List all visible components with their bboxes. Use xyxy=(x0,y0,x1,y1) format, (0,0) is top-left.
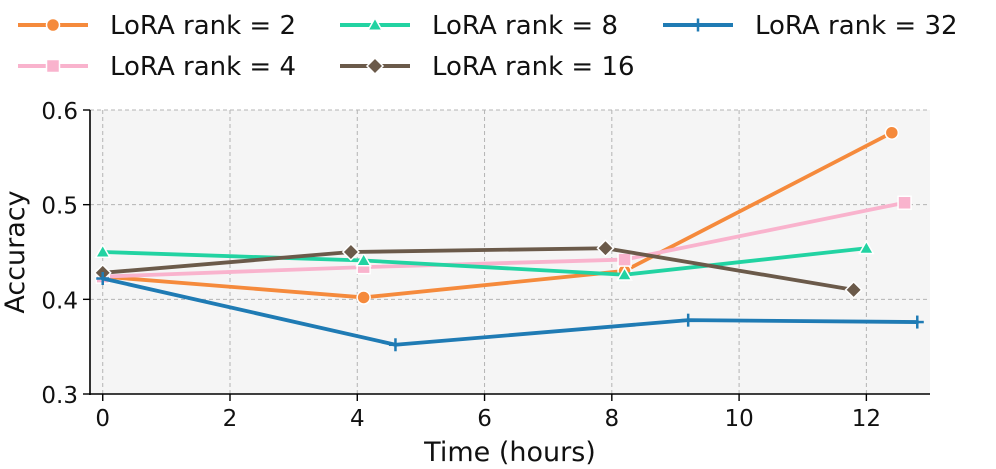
series-line xyxy=(100,130,894,300)
series-3 xyxy=(93,239,863,299)
legend-label: LoRA rank = 8 xyxy=(432,11,618,41)
triangle-marker xyxy=(355,252,372,267)
x-tick-label: 8 xyxy=(604,406,619,432)
plus-marker xyxy=(388,338,402,352)
x-tick-label: 12 xyxy=(852,406,881,432)
series-line xyxy=(100,246,869,277)
plus-marker xyxy=(681,313,695,327)
legend-label: LoRA rank = 2 xyxy=(110,11,296,41)
square-marker xyxy=(45,58,61,74)
x-tick-label: 2 xyxy=(223,406,238,432)
circle-marker xyxy=(884,125,900,140)
series-line xyxy=(100,200,907,279)
legend-entry: LoRA rank = 32 xyxy=(663,11,958,41)
y-tick-label: 0.4 xyxy=(41,288,78,314)
x-tick-label: 10 xyxy=(724,406,753,432)
circle-marker xyxy=(356,290,371,305)
square-marker xyxy=(617,252,632,267)
y-tick-label: 0.5 xyxy=(41,194,78,220)
x-tick-label: 4 xyxy=(350,406,365,432)
series-2 xyxy=(94,239,875,281)
y-axis-label: Accuracy xyxy=(0,190,31,313)
legend: LoRA rank = 2 LoRA rank = 4 LoRA rank = 8 L… xyxy=(18,11,958,82)
legend-entry: LoRA rank = 8 xyxy=(340,11,618,41)
triangle-marker xyxy=(858,239,875,255)
legend-label: LoRA rank = 32 xyxy=(755,11,958,41)
legend-entry: LoRA rank = 4 xyxy=(18,52,296,82)
circle-marker xyxy=(45,17,61,33)
plus-marker xyxy=(691,18,705,32)
x-axis-label: Time (hours) xyxy=(423,437,596,468)
diamond-marker xyxy=(341,242,360,262)
x-tick-label: 0 xyxy=(95,406,110,432)
square-marker xyxy=(897,195,912,211)
series-line xyxy=(100,246,856,292)
diamond-marker xyxy=(365,56,385,76)
legend-entry: LoRA rank = 2 xyxy=(18,11,296,41)
y-tick-label: 0.6 xyxy=(41,99,78,125)
diamond-marker xyxy=(844,280,863,299)
diamond-marker xyxy=(596,239,615,258)
x-tick-label: 6 xyxy=(477,406,492,432)
series-layer xyxy=(93,125,924,352)
series-4 xyxy=(96,272,924,352)
triangle-marker xyxy=(94,243,112,258)
series-line xyxy=(100,276,920,347)
legend-entry: LoRA rank = 16 xyxy=(340,52,635,82)
plus-marker xyxy=(910,315,924,329)
triangle-marker xyxy=(366,16,384,31)
legend-label: LoRA rank = 4 xyxy=(110,52,296,82)
legend-label: LoRA rank = 16 xyxy=(432,52,635,82)
plus-marker xyxy=(96,272,110,286)
axes: 0 2 4 6 8 10 12 0.3 0.4 0.5 0.6 xyxy=(41,99,930,432)
y-tick-label: 0.3 xyxy=(41,383,78,409)
triangle-marker xyxy=(616,266,633,281)
plot-area xyxy=(90,110,930,394)
